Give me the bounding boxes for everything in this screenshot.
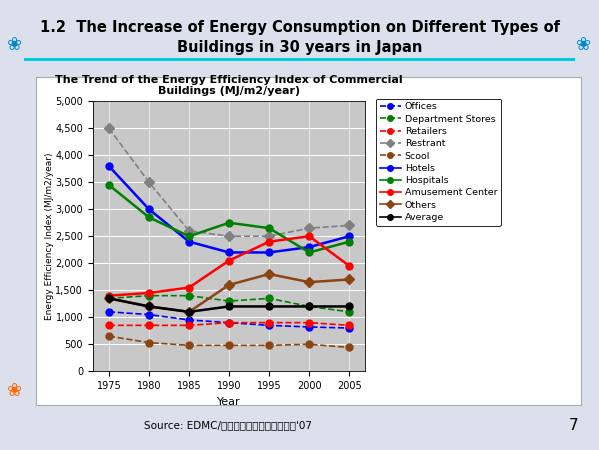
Text: ❀: ❀ <box>576 36 592 54</box>
Title: The Trend of the Energy Efficiency Index of Commercial
Buildings (MJ/m2/year): The Trend of the Energy Efficiency Index… <box>55 75 403 96</box>
Text: ❀: ❀ <box>7 382 23 400</box>
X-axis label: Year: Year <box>217 396 241 406</box>
Text: ❀: ❀ <box>7 36 23 54</box>
Legend: Offices, Department Stores, Retailers, Restrant, Scool, Hotels, Hospitals, Amuse: Offices, Department Stores, Retailers, R… <box>376 99 501 226</box>
Text: 7: 7 <box>568 418 578 433</box>
Text: Source: EDMC/エネルギー・経済統計要覧'07: Source: EDMC/エネルギー・経済統計要覧'07 <box>144 420 311 430</box>
Text: 1.2  The Increase of Energy Consumption on Different Types of
Buildings in 30 ye: 1.2 The Increase of Energy Consumption o… <box>40 20 559 55</box>
Y-axis label: Energy Efficiency Index (MJ/m2/year): Energy Efficiency Index (MJ/m2/year) <box>45 153 54 320</box>
